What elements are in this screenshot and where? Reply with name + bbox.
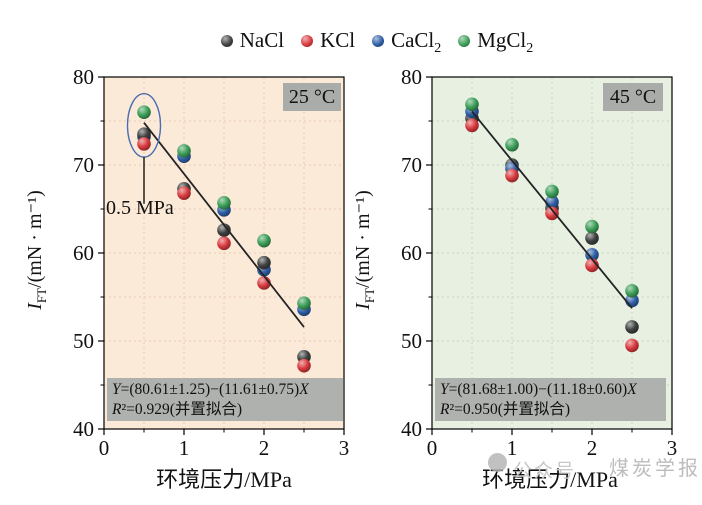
data-point-nacl [585,231,599,245]
data-point-mgcl2 [217,196,231,210]
cacl2-marker-icon [372,34,385,47]
data-point-mgcl2 [297,296,311,310]
y-tick-label: 50 [401,329,422,353]
x-tick-label: 3 [667,436,678,460]
legend-item-nacl: NaCl [220,28,285,53]
legend-label: CaCl2 [391,28,442,56]
y-tick-label: 60 [401,241,422,265]
data-point-nacl [625,320,639,334]
data-point-kcl [217,236,231,251]
temperature-badge-25c: 25 °C [283,83,341,111]
x-tick-label: 1 [507,436,518,460]
fit-equation: Y=(80.61±1.25)−(11.61±0.75)X [112,381,309,398]
data-point-kcl [545,206,559,221]
annotation-label-05mpa: 0.5 MPa [106,197,174,219]
nacl-marker-icon [220,34,233,47]
chart-25c: 0 1 2 3 80 70 60 50 40 [73,65,350,460]
fit-r-squared: R²=0.929(并置拟合) [112,401,243,418]
x-tick-label: 1 [179,436,190,460]
data-point-kcl [625,338,639,353]
y-tick-label: 50 [73,329,94,353]
y-tick-label: 70 [73,153,94,177]
fit-line [143,122,305,328]
y-tick-label: 80 [401,65,422,89]
data-point-mgcl2 [625,284,639,298]
watermark-name: 煤炭学报 [609,458,701,480]
temperature-badge-45c: 45 °C [603,83,663,111]
data-point-mgcl2 [465,97,479,112]
x-tick-label: 0 [427,436,438,460]
data-point-nacl [217,223,231,237]
data-point-mgcl2 [177,144,191,158]
fit-equation: Y=(81.68±1.00)−(11.18±0.60)X [440,381,637,398]
fit-r-squared: R²=0.950(并置拟合) [440,401,571,418]
x-tick-label: 3 [339,436,350,460]
x-tick-label: 0 [99,436,110,460]
x-axis-title-right: 环境压力/MPa [482,467,618,492]
data-point-mgcl2 [585,219,599,234]
legend-item-mgcl2: MgCl2 [458,28,534,56]
fit-equation-box-right: Y=(81.68±1.00)−(11.18±0.60)X R²=0.950(并置… [435,378,666,421]
y-tick-label: 40 [73,417,94,441]
y-tick-label: 80 [73,65,94,89]
data-point-nacl [257,255,271,270]
data-point-cacl2 [585,247,599,262]
data-point-kcl [465,118,479,133]
x-tick-label: 2 [259,436,270,460]
y-tick-label: 70 [401,153,422,177]
data-point-mgcl2 [137,105,151,119]
legend-item-kcl: KCl [301,28,355,53]
data-point-kcl [177,186,191,200]
fit-equation-box-left: Y=(80.61±1.25)−(11.61±0.75)X R²=0.929(并置… [107,378,343,421]
data-point-kcl [297,358,311,373]
data-point-kcl [505,168,519,183]
chart-45c: 0 1 2 3 80 70 60 50 40 [401,65,678,460]
legend-label: KCl [320,28,356,52]
y-tick-label: 60 [73,241,94,265]
fit-line [471,110,633,309]
legend-item-cacl2: CaCl2 [372,28,442,56]
data-point-mgcl2 [257,233,271,248]
y-axis-title-left: IFT/(mN · m⁻¹) [24,190,49,310]
legend-label: MgCl2 [477,28,534,56]
mgcl2-marker-icon [458,34,471,47]
watermark-logo-icon [488,453,507,472]
data-point-nacl [137,127,151,141]
data-point-mgcl2 [545,184,559,199]
y-tick-label: 40 [401,417,422,441]
x-tick-label: 2 [587,436,598,460]
data-point-mgcl2 [505,137,519,152]
data-point-kcl [137,137,151,151]
x-axis-title-left: 环境压力/MPa [156,467,292,492]
watermark-prefix: 公众号 [513,461,577,482]
legend: NaCl KCl CaCl2 MgCl2 [26,28,702,56]
legend-label: NaCl [239,28,285,52]
kcl-marker-icon [301,34,314,47]
